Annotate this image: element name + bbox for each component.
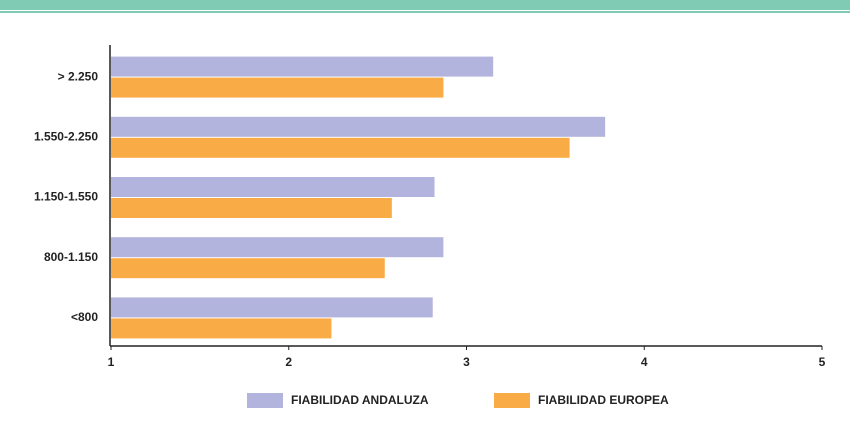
bar <box>111 237 444 258</box>
x-tick-label: 4 <box>641 355 648 369</box>
bar <box>111 318 332 339</box>
bar <box>111 198 392 218</box>
y-tick-label: 1.150-1.550 <box>34 190 98 204</box>
legend-label: FIABILIDAD EUROPEA <box>538 393 669 407</box>
bar <box>111 56 494 77</box>
header-band <box>0 0 850 10</box>
bar <box>111 258 385 279</box>
x-tick-label: 2 <box>285 355 292 369</box>
y-tick-label: 800-1.150 <box>44 250 98 264</box>
legend-swatch <box>247 393 283 408</box>
y-tick-label: > 2.250 <box>58 69 99 83</box>
bar <box>111 137 570 158</box>
bar <box>111 297 433 318</box>
legend-label: FIABILIDAD ANDALUZA <box>291 393 429 407</box>
x-tick-label: 3 <box>463 355 470 369</box>
bar <box>111 177 435 197</box>
x-tick-label: 5 <box>819 355 826 369</box>
legend-swatch <box>494 393 530 408</box>
y-tick-label: <800 <box>71 310 98 324</box>
header-stripe <box>0 11 850 13</box>
y-tick-label: 1.550-2.250 <box>34 129 98 143</box>
x-tick-label: 1 <box>108 355 115 369</box>
bar <box>111 77 444 98</box>
bar <box>111 116 606 137</box>
